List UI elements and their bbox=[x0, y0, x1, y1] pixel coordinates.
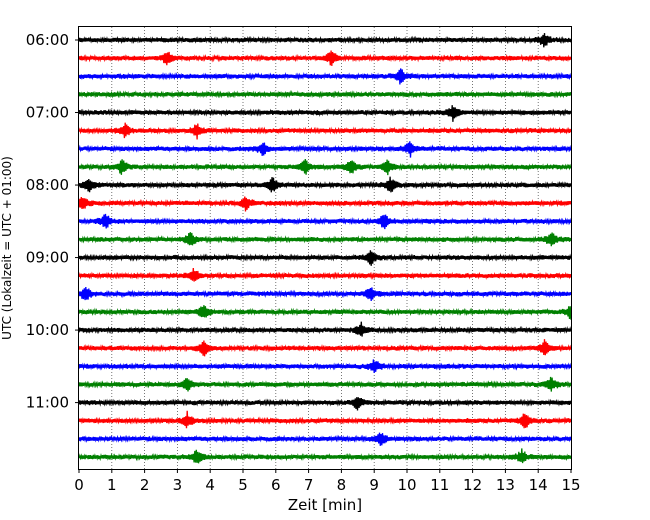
seismic-trace bbox=[78, 286, 572, 302]
seismic-trace bbox=[78, 448, 572, 464]
seismic-trace bbox=[78, 50, 572, 66]
seismic-trace bbox=[78, 105, 572, 122]
x-tick-label: 3 bbox=[173, 476, 183, 494]
plot-frame bbox=[78, 26, 572, 470]
seismic-trace bbox=[78, 158, 572, 176]
y-tick-label: 10:00 bbox=[26, 321, 69, 339]
seismic-trace bbox=[78, 410, 572, 429]
seismic-trace bbox=[78, 397, 572, 411]
x-tick-label: 0 bbox=[74, 476, 84, 494]
x-axis-label: Zeit [min] bbox=[288, 496, 362, 514]
seismic-trace bbox=[78, 321, 572, 337]
seismic-trace bbox=[78, 33, 572, 48]
seismic-trace bbox=[78, 196, 572, 212]
y-tick-label: 07:00 bbox=[26, 104, 69, 122]
seismic-trace bbox=[78, 68, 572, 85]
x-tick-label: 9 bbox=[369, 476, 379, 494]
y-axis-label: UTC (Lokalzeit = UTC + 01:00) bbox=[0, 156, 14, 340]
seismic-trace bbox=[78, 232, 572, 247]
seismic-trace bbox=[78, 176, 572, 193]
traces bbox=[78, 33, 572, 464]
seismic-trace bbox=[78, 141, 572, 158]
seismic-trace bbox=[78, 213, 572, 230]
x-axis: 0 1 2 3 4 5 6 7 8 9 10 11 12 13 14 15 bbox=[74, 469, 581, 494]
x-tick-label: 6 bbox=[271, 476, 281, 494]
seismic-trace bbox=[78, 359, 572, 374]
y-tick-label: 11:00 bbox=[26, 394, 69, 412]
seismic-trace bbox=[78, 250, 572, 266]
seismic-trace bbox=[78, 376, 572, 392]
x-tick-label: 5 bbox=[238, 476, 248, 494]
x-tick-label: 10 bbox=[397, 476, 416, 494]
seismic-trace bbox=[78, 339, 572, 357]
x-tick-label: 7 bbox=[304, 476, 314, 494]
y-tick-label: 09:00 bbox=[26, 249, 69, 267]
seismic-trace bbox=[78, 267, 572, 282]
x-tick-label: 13 bbox=[496, 476, 515, 494]
seismic-trace bbox=[78, 432, 572, 446]
seismic-trace bbox=[78, 122, 572, 140]
x-tick-label: 11 bbox=[430, 476, 449, 494]
seismic-trace bbox=[78, 90, 572, 99]
seismic-trace bbox=[78, 305, 572, 320]
x-tick-label: 1 bbox=[107, 476, 117, 494]
x-tick-label: 2 bbox=[140, 476, 150, 494]
x-tick-label: 4 bbox=[205, 476, 215, 494]
y-tick-label: 08:00 bbox=[26, 176, 69, 194]
x-tick-label: 12 bbox=[463, 476, 482, 494]
y-tick-label: 06:00 bbox=[26, 31, 69, 49]
x-tick-label: 14 bbox=[529, 476, 548, 494]
y-axis: 06:00 07:00 08:00 09:00 10:00 11:00 bbox=[26, 31, 79, 412]
x-tick-label: 8 bbox=[337, 476, 347, 494]
x-tick-label: 15 bbox=[561, 476, 580, 494]
